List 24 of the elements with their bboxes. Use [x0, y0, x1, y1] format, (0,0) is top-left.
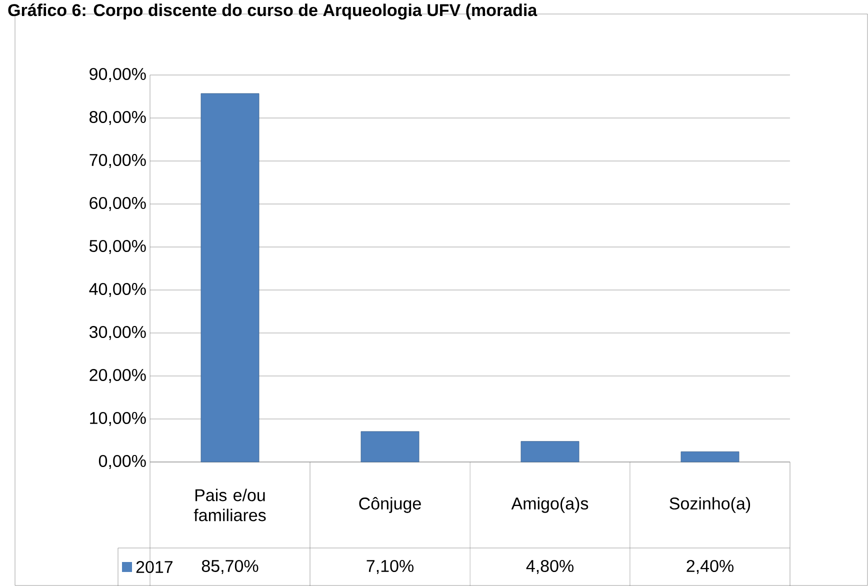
y-tick-label: 70,00% [90, 154, 146, 168]
data-label: 7,10% [366, 560, 414, 574]
x-tick-label: Sozinho(a) [670, 497, 750, 513]
legend-label: 2017 [136, 560, 172, 574]
x-tick-label: Amigo(a)s [511, 497, 588, 513]
y-tick-label: 60,00% [90, 196, 146, 212]
y-tick-label: 80,00% [90, 110, 146, 126]
data-label: 2,40% [686, 560, 734, 574]
data-label: 4,80% [526, 560, 574, 574]
y-tick-label: 20,00% [90, 368, 146, 384]
y-tick-label: 40,00% [89, 282, 146, 298]
y-tick-label: 0,00% [98, 454, 146, 470]
y-tick-label: 30,00% [89, 326, 146, 340]
bar [360, 431, 420, 462]
y-tick-label: 10,00% [90, 412, 146, 426]
chart-title: Gráfico 6: Corpo discente do curso de Arqueologia UFV (moradia [8, 4, 538, 20]
data-label: 85,70% [202, 560, 258, 574]
bar [520, 441, 580, 462]
y-tick-label: 90,00% [90, 68, 146, 82]
bar [200, 93, 260, 462]
y-tick-label: 50,00% [89, 240, 146, 254]
x-tick-label: Pais e/ou familiares [194, 488, 266, 522]
bar [680, 451, 740, 462]
x-tick-label: Cônjuge [359, 497, 421, 513]
